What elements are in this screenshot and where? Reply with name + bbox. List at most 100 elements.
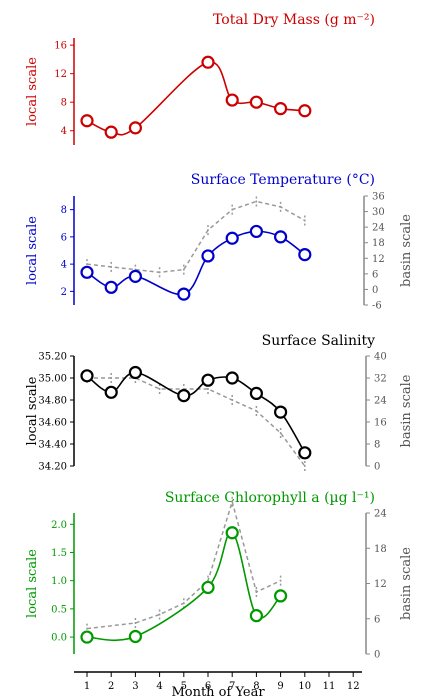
- data-point: [249, 386, 263, 400]
- left-tick-label: 0.5: [51, 604, 67, 615]
- left-tick-label: 8: [61, 205, 67, 216]
- left-tick-label: 35.20: [38, 352, 67, 363]
- left-axis-label: local scale: [25, 57, 40, 126]
- right-tick-label: 0: [374, 650, 380, 661]
- right-tick-label: 8: [374, 440, 380, 451]
- left-tick-label: 4: [61, 126, 67, 137]
- x-tick-label: 4: [156, 681, 162, 692]
- x-tick-label: 3: [132, 681, 138, 692]
- data-point: [249, 224, 263, 239]
- data-point: [80, 369, 94, 383]
- data-point: [274, 230, 288, 244]
- local-scale-line: [86, 230, 306, 296]
- right-axis-label: basin scale: [399, 214, 414, 287]
- right-tick-label: 24: [374, 509, 387, 520]
- x-axis-label: Month of Year: [171, 685, 265, 700]
- right-axis-label: basin scale: [399, 547, 414, 620]
- data-point: [225, 231, 239, 245]
- data-point: [298, 104, 312, 118]
- data-point: [201, 580, 215, 595]
- left-tick-label: 6: [61, 232, 67, 243]
- data-point: [274, 405, 288, 419]
- data-point: [201, 249, 215, 263]
- left-tick-label: 12: [54, 69, 67, 80]
- x-tick-label: 9: [277, 681, 283, 692]
- x-tick-label: 8: [253, 681, 259, 692]
- left-tick-label: 2: [61, 287, 67, 298]
- local-scale-line: [86, 61, 305, 136]
- left-axis-label: local scale: [25, 549, 40, 618]
- data-point: [274, 102, 288, 116]
- local-scale-line: [86, 371, 306, 454]
- right-tick-label: 0: [374, 462, 380, 473]
- data-point: [249, 95, 263, 109]
- x-tick-label: 11: [323, 681, 336, 692]
- local-scale-line: [86, 531, 282, 642]
- right-tick-label: 18: [374, 544, 387, 555]
- right-tick-label: -6: [372, 301, 382, 312]
- data-point: [177, 287, 191, 301]
- left-tick-label: 34.20: [38, 462, 67, 473]
- x-tick-label: 1: [84, 681, 90, 692]
- data-point: [249, 609, 263, 623]
- left-tick-label: 34.80: [38, 396, 67, 407]
- left-tick-label: 1.5: [51, 548, 67, 559]
- left-tick-label: 34.40: [38, 440, 67, 451]
- data-point: [128, 121, 142, 135]
- x-tick-label: 6: [205, 681, 211, 692]
- left-tick-label: 8: [61, 98, 67, 109]
- data-point: [128, 629, 142, 644]
- basin-scale-line: [87, 377, 306, 467]
- x-tick-label: 7: [229, 681, 235, 692]
- right-axis-label: basin scale: [399, 374, 414, 447]
- data-point: [104, 385, 118, 399]
- data-point: [177, 389, 191, 403]
- right-tick-label: 24: [374, 396, 387, 407]
- panel-title: Surface Salinity: [262, 333, 375, 349]
- left-tick-label: 35.00: [38, 374, 67, 385]
- left-axis-label: local scale: [25, 376, 40, 445]
- x-tick-label: 10: [298, 681, 311, 692]
- data-point: [104, 125, 118, 139]
- right-tick-label: 36: [372, 192, 385, 203]
- data-point: [201, 373, 215, 387]
- right-tick-label: 6: [374, 614, 380, 625]
- left-tick-label: 1.0: [51, 576, 67, 587]
- left-tick-label: 16: [54, 41, 67, 52]
- right-tick-label: 0: [372, 285, 378, 296]
- data-point: [274, 589, 288, 603]
- data-point: [128, 269, 142, 283]
- data-point: [128, 365, 142, 380]
- right-tick-label: 24: [372, 223, 385, 234]
- data-point: [80, 630, 94, 644]
- data-point: [298, 446, 312, 460]
- right-tick-label: 40: [374, 352, 387, 363]
- data-point: [298, 247, 312, 262]
- right-tick-label: 16: [374, 418, 387, 429]
- data-point: [80, 114, 94, 128]
- left-tick-label: 2.0: [51, 520, 67, 531]
- data-point: [104, 280, 118, 294]
- left-tick-label: 0.0: [51, 633, 67, 644]
- data-point: [225, 93, 239, 107]
- panel-title: Surface Temperature (°C): [191, 172, 375, 188]
- panel-title: Total Dry Mass (g m⁻²): [213, 12, 375, 28]
- left-axis-label: local scale: [25, 216, 40, 285]
- x-tick-label: 5: [181, 681, 187, 692]
- data-point: [201, 55, 215, 69]
- data-point: [80, 265, 94, 279]
- basin-scale-line: [86, 200, 306, 274]
- data-point: [225, 371, 239, 385]
- left-tick-label: 4: [61, 260, 67, 271]
- x-tick-label: 12: [347, 681, 360, 692]
- basin-scale-line: [86, 498, 281, 630]
- right-tick-label: 32: [374, 374, 387, 385]
- right-tick-label: 6: [372, 269, 378, 280]
- panel-title: Surface Chlorophyll a (µg l⁻¹): [165, 490, 375, 506]
- data-point: [225, 526, 239, 540]
- x-tick-label: 2: [108, 681, 114, 692]
- right-tick-label: 12: [374, 579, 387, 590]
- right-tick-label: 30: [372, 207, 385, 218]
- right-tick-label: 12: [372, 254, 385, 265]
